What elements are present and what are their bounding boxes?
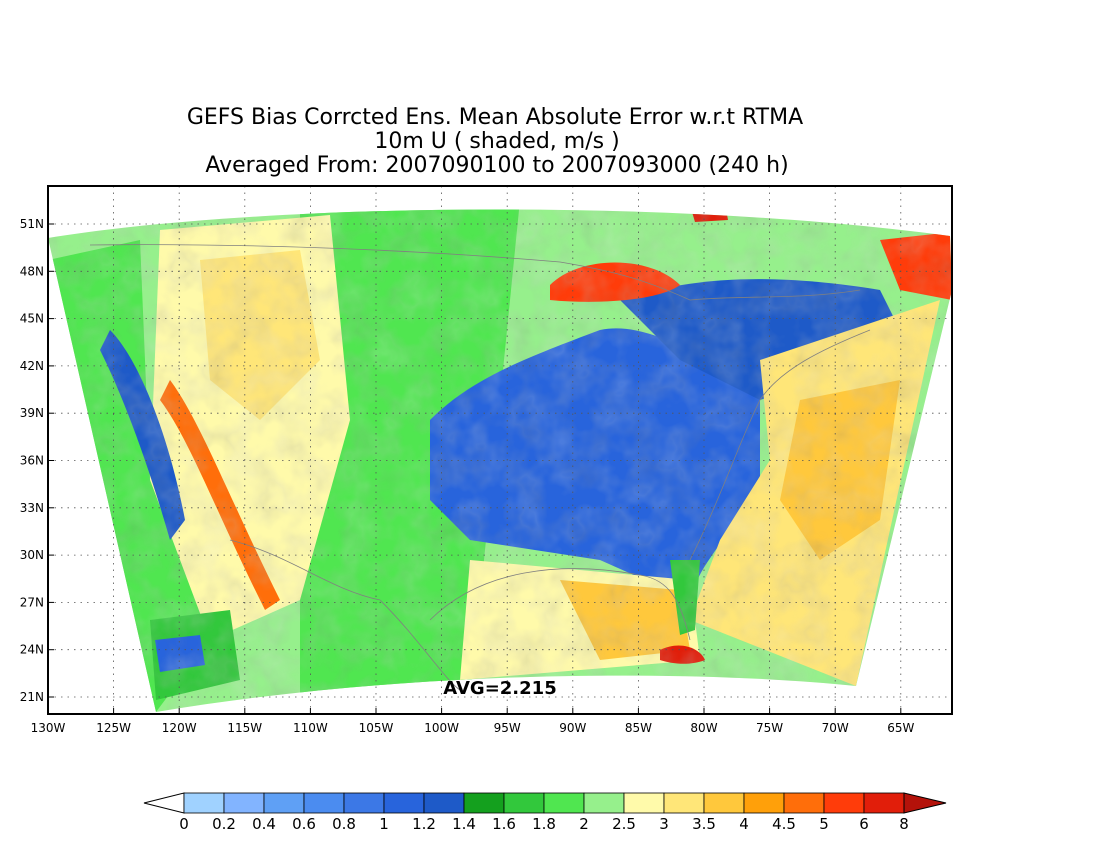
colorbar-label: 4	[739, 815, 749, 833]
colorbar-label: 0.6	[292, 815, 316, 833]
colorbar-label: 1.8	[532, 815, 556, 833]
colorbar: 0 0.2 0.4 0.6 0.8 1 1.2 1.4 1.6 1.8 2 2.5 3 3.5 4 4.5 5 6…	[143, 792, 947, 833]
average-label: AVG=2.215	[443, 678, 556, 699]
colorbar-box	[263, 792, 305, 814]
lon-tick-label: 100W	[424, 721, 459, 735]
map-frame	[47, 185, 953, 715]
colorbar-box	[383, 792, 425, 814]
colorbar-label: 8	[899, 815, 909, 833]
colorbar-label: 3	[659, 815, 669, 833]
colorbar-label: 0.8	[332, 815, 356, 833]
colorbar-box	[703, 792, 745, 814]
colorbar-label: 0.2	[212, 815, 236, 833]
lat-tick-label: 51N	[20, 217, 44, 231]
colorbar-label: 1	[379, 815, 389, 833]
gulf-coast	[429, 568, 691, 641]
longitude-axis: 130W 125W 120W 115W 110W 105W 100W 95W 90W 85W 80W…	[31, 708, 914, 735]
lat-tick-label: 39N	[20, 406, 44, 420]
lon-tick-label: 125W	[96, 721, 131, 735]
title-line-2: 10m U ( shaded, m/s )	[374, 129, 619, 154]
lat-tick-label: 48N	[20, 264, 44, 278]
us-canada-border	[89, 244, 861, 301]
colorbar-box	[463, 792, 505, 814]
lat-lon-grid	[48, 186, 952, 714]
lat-tick-label: 36N	[20, 454, 44, 468]
colorbar-box	[303, 792, 345, 814]
lon-tick-label: 110W	[293, 721, 328, 735]
lat-tick-label: 42N	[20, 359, 44, 373]
lon-tick-label: 115W	[227, 721, 262, 735]
title-line-3: Averaged From: 2007090100 to 2007093000 …	[205, 153, 788, 178]
us-mexico-border	[229, 539, 461, 691]
colorbar-box	[503, 792, 545, 814]
figure-title: GEFS Bias Corrcted Ens. Mean Absolute Er…	[187, 105, 803, 178]
colorbar-label: 4.5	[772, 815, 796, 833]
lat-tick-label: 45N	[20, 312, 44, 326]
colorbar-label: 0	[179, 815, 189, 833]
lon-tick-label: 120W	[162, 721, 197, 735]
field-texture	[48, 209, 952, 712]
title-line-1: GEFS Bias Corrcted Ens. Mean Absolute Er…	[187, 105, 803, 130]
colorbar-label: 1.6	[492, 815, 516, 833]
colorbar-label: 1.4	[452, 815, 476, 833]
colorbar-label: 0.4	[252, 815, 276, 833]
colorbar-label: 6	[859, 815, 869, 833]
lat-tick-label: 30N	[20, 548, 44, 562]
error-field	[48, 209, 952, 712]
colorbar-box	[343, 792, 385, 814]
colorbar-label: 1.2	[412, 815, 436, 833]
colorbar-box	[183, 792, 225, 814]
colorbar-above-triangle	[903, 792, 947, 814]
lat-tick-label: 24N	[20, 643, 44, 657]
colorbar-box	[583, 792, 625, 814]
colorbar-box	[823, 792, 865, 814]
colorbar-box	[743, 792, 785, 814]
lon-tick-label: 75W	[756, 721, 783, 735]
lat-tick-label: 27N	[20, 595, 44, 609]
colorbar-box	[223, 792, 265, 814]
lat-tick-label: 21N	[20, 690, 44, 704]
lon-tick-label: 130W	[31, 721, 66, 735]
colorbar-label: 5	[819, 815, 829, 833]
lon-tick-label: 90W	[559, 721, 586, 735]
lon-tick-label: 80W	[690, 721, 717, 735]
lon-tick-label: 65W	[887, 721, 914, 735]
colorbar-label: 2.5	[612, 815, 636, 833]
latitude-axis: 51N 48N 45N 42N 39N 36N 33N 30N 27N 24N 21N	[20, 217, 54, 704]
lat-tick-label: 33N	[20, 501, 44, 515]
colorbar-box	[623, 792, 665, 814]
colorbar-box	[863, 792, 905, 814]
colorbar-label: 3.5	[692, 815, 716, 833]
colorbar-box	[543, 792, 585, 814]
colorbar-box	[663, 792, 705, 814]
atlantic-coast	[689, 329, 871, 561]
boundary-lines	[89, 244, 871, 691]
lon-tick-label: 70W	[822, 721, 849, 735]
colorbar-box	[783, 792, 825, 814]
lon-tick-label: 95W	[494, 721, 521, 735]
lon-tick-label: 105W	[359, 721, 394, 735]
colorbar-box	[423, 792, 465, 814]
colorbar-label: 2	[579, 815, 589, 833]
lon-tick-label: 85W	[625, 721, 652, 735]
colorbar-below-triangle	[143, 792, 185, 814]
